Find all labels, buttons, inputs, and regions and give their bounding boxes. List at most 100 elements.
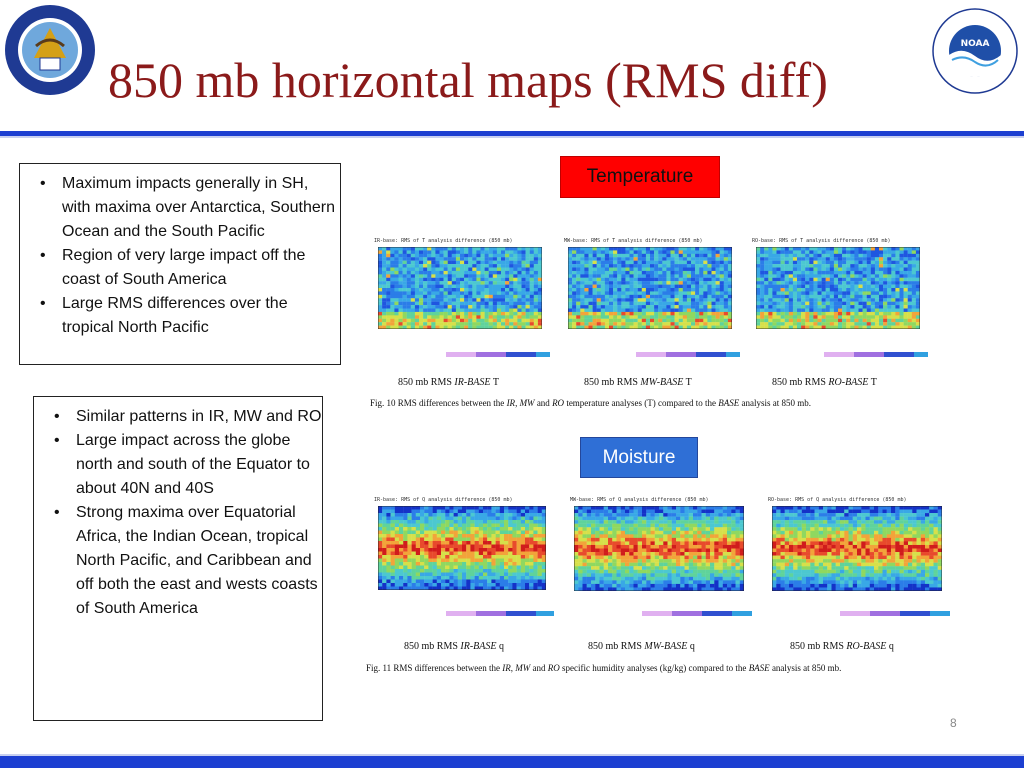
map-cell — [595, 516, 600, 521]
map-cell — [764, 322, 769, 326]
map-cell — [633, 573, 638, 578]
map-cell — [695, 277, 700, 282]
map-cell — [666, 260, 671, 265]
map-cell — [599, 541, 604, 546]
map-cell — [701, 580, 706, 585]
map-cell — [588, 294, 593, 299]
map-cell — [731, 520, 736, 524]
map-cell — [378, 548, 383, 552]
map-cell — [529, 586, 534, 590]
map-cell — [612, 506, 617, 510]
map-cell — [682, 308, 688, 313]
map-cell — [586, 534, 592, 539]
map-cell — [516, 541, 521, 545]
map-cell — [719, 274, 724, 278]
map-cell — [645, 305, 651, 309]
map-cell — [464, 318, 469, 323]
map-cell — [825, 247, 830, 251]
map-cell — [764, 305, 769, 309]
map-cell — [870, 301, 876, 306]
map-cell — [603, 513, 609, 517]
map-cell — [420, 562, 425, 566]
colorbar-swatch — [854, 352, 885, 357]
map-cell — [588, 277, 593, 282]
map-cell — [533, 264, 539, 268]
map-cell — [604, 318, 610, 323]
map-cell — [862, 274, 867, 278]
map-cell — [891, 260, 896, 265]
map-cell — [574, 506, 579, 510]
map-cell — [478, 534, 484, 538]
map-cell — [629, 277, 634, 282]
map-cell — [453, 509, 458, 514]
map-cell — [792, 288, 798, 292]
map-cell — [580, 257, 585, 261]
map-cell — [419, 281, 424, 285]
map-cell — [609, 267, 614, 272]
map-cell — [513, 325, 518, 329]
map-cell — [654, 260, 659, 265]
map-cell — [406, 253, 411, 258]
map-cell — [516, 555, 521, 559]
map-cell — [529, 516, 534, 521]
map-cell — [727, 318, 732, 323]
map-cell — [838, 298, 843, 302]
map-cell — [670, 315, 675, 319]
map-cell — [650, 534, 655, 539]
map-cell — [378, 509, 383, 514]
map-cell — [423, 260, 428, 265]
map-cell — [495, 548, 500, 552]
map-cell — [695, 257, 700, 261]
map-cell — [933, 509, 938, 514]
map-cell — [899, 311, 904, 316]
map-cell — [578, 569, 583, 574]
map-cell — [496, 288, 502, 292]
map-cell — [678, 270, 683, 275]
map-cell — [424, 509, 429, 514]
map-cell — [431, 260, 436, 265]
map-cell — [378, 308, 383, 313]
map-cell — [722, 552, 728, 556]
map-cell — [895, 315, 900, 319]
map-cell — [591, 516, 596, 521]
map-cell — [576, 270, 581, 275]
map-cell — [667, 509, 672, 514]
map-cell — [678, 281, 683, 285]
map-cell — [414, 301, 420, 306]
map-cell — [805, 257, 810, 261]
map-cell — [504, 576, 509, 580]
map-cell — [504, 534, 509, 538]
map-cell — [609, 264, 614, 268]
map-cell — [813, 267, 818, 272]
map-cell — [478, 548, 484, 552]
map-cell — [427, 311, 432, 316]
map-cell — [541, 558, 546, 563]
map-cell — [874, 267, 880, 272]
map-cell — [674, 305, 679, 309]
map-cell — [517, 274, 522, 278]
map-cell — [478, 572, 484, 577]
map-cell — [491, 506, 496, 510]
map-cell — [568, 284, 573, 289]
map-cell — [764, 253, 769, 258]
map-cell — [792, 325, 798, 329]
map-cell — [431, 274, 436, 278]
map-cell — [460, 315, 465, 319]
map-cell — [382, 513, 387, 517]
map-cell — [428, 569, 433, 573]
map-cell — [378, 506, 383, 510]
map-cell — [578, 573, 583, 578]
map-cell — [378, 523, 383, 528]
map-cell — [616, 583, 621, 588]
map-cell — [715, 315, 720, 319]
map-cell — [516, 509, 521, 514]
map-cell — [455, 277, 461, 282]
map-cell — [654, 308, 659, 313]
map-cell — [858, 322, 863, 326]
map-cell — [390, 576, 395, 580]
map-cell — [499, 537, 505, 542]
map-cell — [854, 298, 859, 302]
map-cell — [695, 288, 700, 292]
map-cell — [509, 257, 514, 261]
map-cell — [891, 301, 896, 306]
